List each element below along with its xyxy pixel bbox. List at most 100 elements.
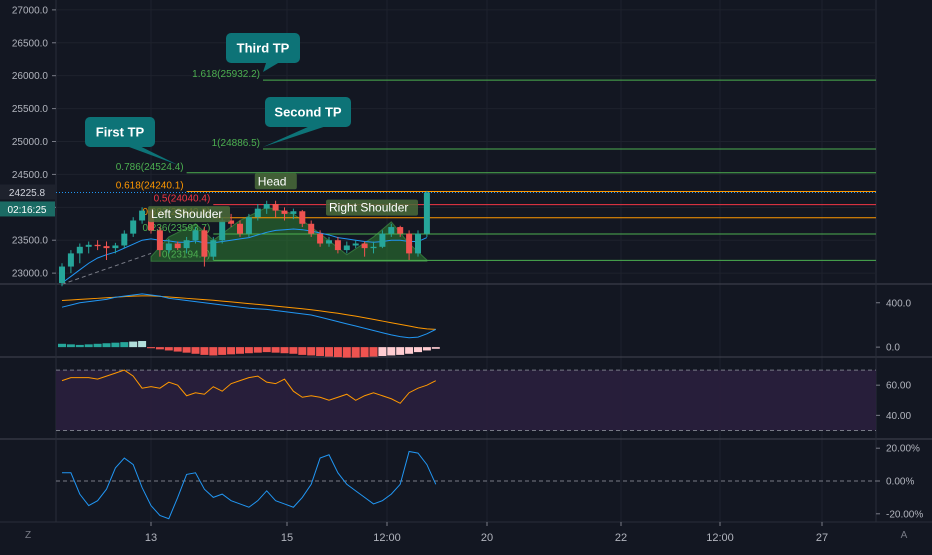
candle-body (406, 233, 413, 254)
macd-histogram-bar (325, 347, 333, 357)
candle-body (352, 243, 359, 246)
macd-histogram-bar (129, 341, 138, 348)
macd-histogram-bar (351, 347, 360, 358)
pattern-label-box (148, 206, 230, 223)
timezone-z-button[interactable]: Z (24, 530, 32, 541)
pattern-label: Left Shoulder (151, 207, 222, 221)
macd-histogram-bar (66, 344, 75, 348)
oscillator-axis-label: -20.00% (886, 509, 923, 520)
rsi-band (56, 370, 876, 431)
candle-body (139, 210, 146, 221)
candle-body (183, 240, 190, 249)
candle-body (326, 240, 332, 244)
price-axis-label: 24500.0 (12, 170, 49, 181)
candle-body (76, 246, 83, 254)
candle-body (103, 246, 110, 249)
macd-histogram-bar (120, 342, 129, 348)
macd-histogram-bar (422, 347, 431, 351)
fib-level-label: 0.5(24040.4) (154, 194, 211, 205)
fib-level-label: 0.786(24524.4) (116, 162, 184, 173)
price-axis-label: 23500.0 (12, 236, 49, 247)
price-moving-average (61, 228, 428, 284)
macd-histogram-bar (342, 347, 351, 358)
macd-histogram-bar (218, 347, 227, 355)
candle-body (59, 266, 65, 283)
candle-body (228, 220, 235, 224)
macd-histogram-bar (262, 347, 271, 353)
time-axis-label: 27 (816, 532, 828, 544)
candle-body (290, 211, 297, 214)
macd-histogram-bar (155, 347, 164, 350)
callout-label: Third TP (237, 41, 290, 56)
dashed-trendline (61, 252, 152, 285)
pattern-label-box (326, 199, 418, 216)
price-axis-label: 26000.0 (12, 71, 49, 82)
macd-histogram-bar (84, 344, 93, 348)
macd-histogram-bar (138, 341, 147, 348)
macd-histogram-bar (93, 343, 102, 348)
macd-histogram-bar (209, 347, 218, 356)
time-axis-label: 15 (281, 532, 293, 544)
oscillator-axis-label: 0.00% (886, 477, 914, 488)
rsi-line (61, 369, 437, 404)
candle-body (165, 243, 172, 251)
macd-histogram-bar (387, 347, 396, 356)
macd-histogram-bar (396, 347, 405, 355)
macd-histogram-bar (414, 347, 422, 353)
callout-box (226, 33, 300, 63)
auto-scale-button[interactable]: A (900, 530, 908, 541)
candle-body (281, 210, 288, 214)
last-price-badge (0, 184, 55, 200)
time-axis-label: 13 (145, 532, 157, 544)
rsi-axis-label: 60.00 (886, 381, 911, 392)
fib-level-label: 1(24886.5) (212, 138, 260, 149)
candle-body (272, 204, 279, 211)
macd-histogram-bar (58, 343, 66, 348)
macd-histogram-bar (405, 347, 414, 354)
macd-histogram-bar (200, 347, 209, 355)
macd-histogram-bar (164, 347, 173, 351)
price-axis-label: 27000.0 (12, 5, 49, 16)
macd-histogram-bar (182, 347, 191, 353)
candle-body (415, 233, 421, 254)
candle-body (263, 204, 270, 209)
oscillator-line (62, 450, 437, 520)
macd-histogram-bar (298, 347, 307, 355)
macd-axis-label: 400.0 (886, 298, 911, 309)
candle-body (192, 230, 199, 241)
candle-body (219, 220, 226, 241)
candle-body (156, 230, 163, 251)
macd-histogram-bar (316, 347, 325, 356)
fib-level-label: 1.618(25932.2) (192, 69, 260, 80)
macd-histogram-bar (244, 347, 253, 354)
pattern-label: Head (258, 174, 287, 188)
macd-histogram-bar (227, 347, 236, 355)
countdown-timer: 02:16:25 (8, 205, 47, 216)
macd-histogram-bar (271, 347, 280, 353)
macd-signal-line (61, 295, 436, 330)
callout-pointer (123, 145, 178, 165)
callout-pointer (263, 61, 282, 72)
last-price-value: 24225.8 (9, 188, 46, 199)
candle-body (379, 233, 386, 247)
price-axis-label: 23000.0 (12, 269, 49, 280)
candle-body (94, 244, 101, 247)
callout-label: Second TP (274, 105, 342, 120)
time-axis-label: 22 (615, 532, 627, 544)
macd-histogram-bar (307, 347, 316, 356)
time-axis-label: 12:00 (706, 532, 734, 544)
macd-histogram-bar (333, 347, 342, 358)
candle-body (423, 192, 430, 234)
macd-histogram-bar (360, 347, 369, 358)
candle-body (112, 245, 119, 249)
candle-body (130, 220, 137, 234)
candle-body (370, 246, 377, 249)
oscillator-axis-label: 20.00% (886, 444, 920, 455)
candle-body (299, 211, 306, 224)
price-axis-label: 25500.0 (12, 104, 49, 115)
candle-body (334, 240, 341, 251)
candle-body (245, 217, 252, 234)
